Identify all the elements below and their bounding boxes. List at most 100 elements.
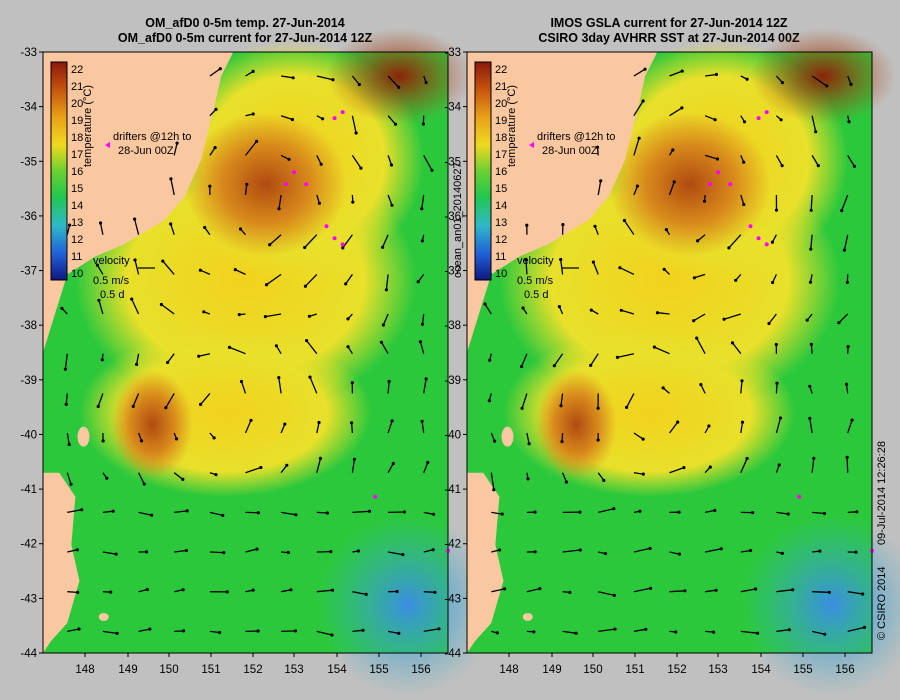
arrow-head [602, 478, 606, 482]
arrow-head [850, 418, 854, 422]
arrow-head [356, 549, 360, 553]
arrow-head [809, 247, 813, 251]
arrow-head [277, 376, 281, 380]
velocity-arrow [244, 420, 252, 434]
arrow-head [352, 457, 356, 461]
drifter-marker [292, 170, 297, 175]
arrow-head [321, 117, 325, 121]
velocity-arrow [316, 589, 333, 593]
lat-tick-label: -38 [20, 320, 37, 332]
arrow-head [745, 456, 749, 461]
velocity-arrow [66, 472, 72, 485]
drifter-marker [756, 116, 761, 121]
arrow-head [742, 202, 746, 207]
arrow-head [238, 227, 243, 231]
arrow-head [564, 480, 569, 484]
velocity-arrow [847, 626, 865, 633]
velocity-arrow [421, 421, 425, 434]
arrow-head [181, 477, 185, 481]
arrow-head [774, 208, 779, 212]
arrow-head [80, 508, 84, 512]
velocity-arrow [167, 353, 175, 363]
cool-water [742, 514, 900, 696]
arrow-head [164, 406, 168, 410]
arrow-head [346, 317, 350, 321]
drifter-marker [340, 110, 345, 115]
velocity-arrow [633, 432, 644, 440]
velocity-arrow [165, 393, 175, 409]
colorbar-tick-label: 15 [495, 183, 507, 195]
arrow-head [488, 358, 492, 362]
velocity-arrow [694, 273, 706, 279]
arrow-head [75, 548, 79, 552]
drifter-marker [708, 182, 712, 187]
velocity-arrow [304, 234, 318, 248]
arrow-head [277, 207, 281, 211]
arrow-head [133, 217, 137, 221]
velocity-arrow [731, 342, 742, 355]
colorbar-tick-label: 13 [495, 217, 507, 229]
velocity-arrow [387, 115, 396, 125]
arrow-head [109, 590, 113, 594]
arrow-head [142, 482, 146, 486]
velocity-arrow [352, 510, 370, 514]
arrow-head [397, 631, 401, 636]
velocity-arrow [421, 313, 425, 325]
velocity-arrow [704, 548, 722, 553]
lat-tick-label: -38 [444, 320, 461, 332]
lat-tick-label: -42 [444, 539, 461, 551]
velocity-arrow [316, 511, 328, 514]
warm-eddy [608, 112, 771, 257]
velocity-arrow [704, 509, 715, 514]
velocity-arrow [623, 220, 635, 236]
arrow-head [655, 311, 660, 315]
arrow-head [148, 627, 152, 631]
velocity-arrow [560, 393, 564, 406]
velocity-arrow [562, 630, 577, 634]
arrow-head [520, 364, 524, 369]
arrow-head [249, 418, 253, 422]
arrow-head [589, 308, 593, 312]
arrow-head [845, 280, 850, 284]
arrow-head [255, 139, 259, 143]
velocity-arrow [67, 509, 82, 514]
velocity-arrow [102, 551, 117, 555]
arrow-head [256, 629, 260, 633]
land-mainland [467, 52, 658, 353]
colorbar-tick-label: 14 [495, 200, 507, 212]
velocity-arrow [131, 298, 140, 315]
arrow-head [652, 345, 657, 349]
drifter-marker [748, 224, 753, 229]
right-map-content: -33 -34 -35 -36 -37 -38 -39 -40 -41 -42 -43 -44 148 1… [444, 27, 900, 696]
arrow-head [677, 510, 681, 514]
arrow-head [808, 384, 812, 388]
arrow-head [221, 513, 225, 518]
velocity-arrow [316, 630, 333, 636]
arrow-head [69, 482, 73, 486]
arrow-head [256, 511, 260, 515]
velocity-arrow [278, 377, 282, 394]
arrow-head [318, 456, 323, 460]
velocity-arrow [97, 393, 104, 407]
velocity-arrow [423, 378, 427, 394]
velocity-arrow [597, 180, 602, 196]
arrow-head [361, 628, 365, 632]
arrow-head [203, 225, 207, 230]
lon-tick-label: 150 [159, 664, 178, 676]
arrow-head [218, 67, 222, 71]
velocity-arrow [387, 155, 393, 166]
arrow-head [287, 157, 291, 161]
velocity-arrow [387, 630, 399, 635]
arrow-head [237, 313, 241, 317]
arrow-head [354, 131, 358, 135]
arrow-head [100, 358, 104, 362]
velocity-arrow [138, 628, 150, 633]
velocity-arrow [841, 194, 849, 211]
arrow-head [680, 106, 684, 110]
arrow-head [524, 257, 528, 261]
lon-tick-label: 151 [625, 664, 644, 676]
velocity-arrow [244, 184, 248, 196]
arrow-head [578, 510, 582, 514]
colorbar-tick-label: 12 [71, 234, 83, 246]
arrow-head [259, 465, 263, 470]
